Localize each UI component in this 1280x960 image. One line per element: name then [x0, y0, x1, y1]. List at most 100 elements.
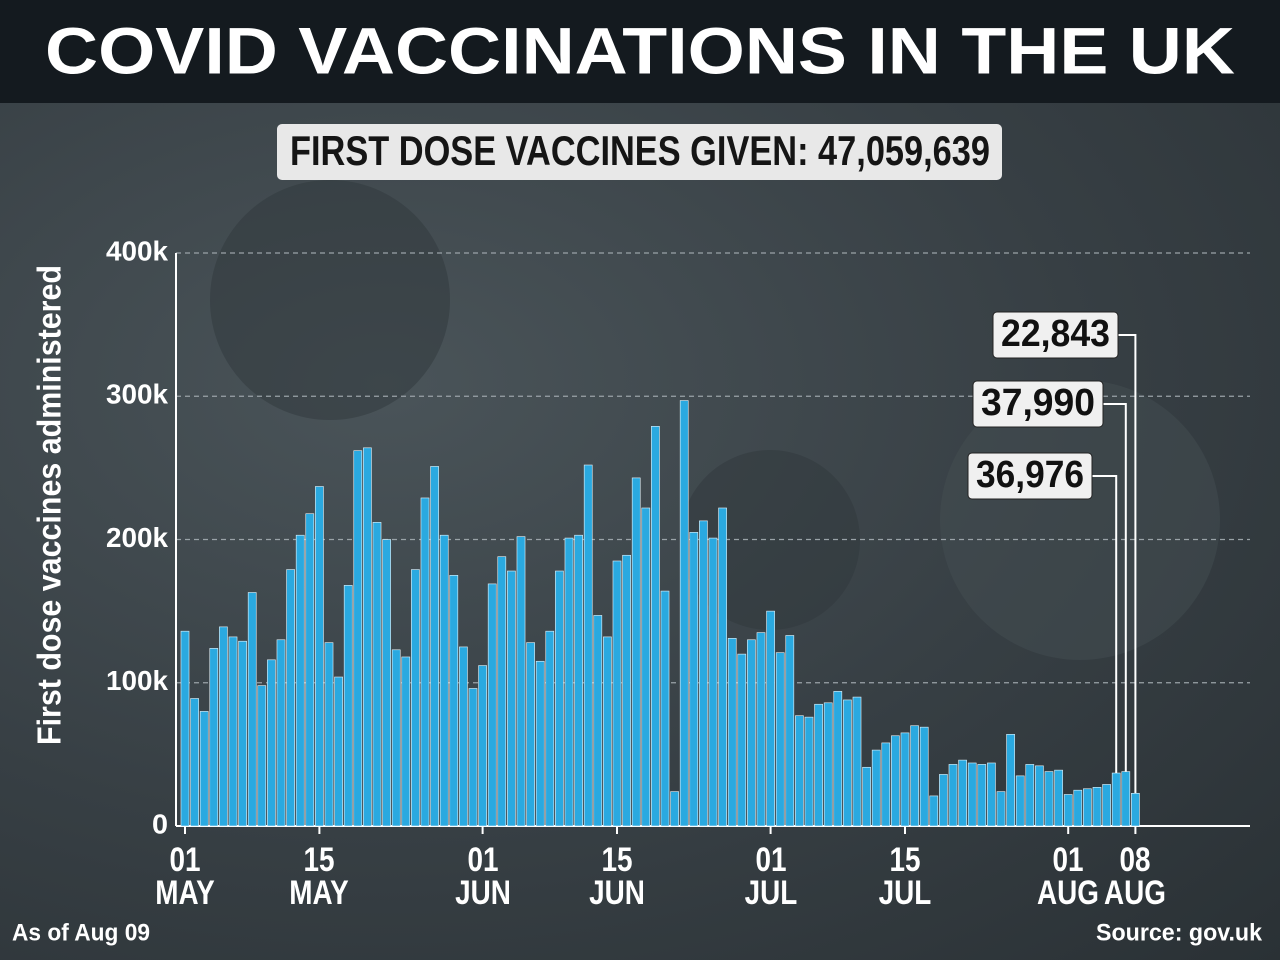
bar: [718, 507, 727, 827]
bar: [1083, 788, 1092, 827]
bar: [910, 725, 919, 827]
bar: [391, 649, 401, 827]
bar: [785, 635, 795, 827]
x-tick-label: 01 AUG: [1037, 841, 1100, 912]
bar: [929, 795, 939, 827]
bar: [382, 539, 391, 827]
note: As of Aug 09: [12, 919, 150, 946]
bar: [526, 642, 535, 827]
bar: [1015, 775, 1025, 827]
bar: [727, 638, 737, 827]
bar: [1102, 784, 1111, 827]
bar: [1121, 771, 1131, 827]
bar: [305, 513, 315, 827]
chart-title: COVID VACCINATIONS IN THE UK: [45, 13, 1235, 87]
source: Source: gov.uk: [1096, 919, 1263, 946]
bar: [420, 497, 430, 827]
bar: [670, 791, 679, 827]
x-tick-label: 15 JUN: [589, 841, 645, 912]
bar: [612, 560, 622, 827]
bar: [363, 447, 372, 827]
bar: [1025, 764, 1035, 827]
callout-box: [972, 380, 1104, 428]
y-tick-label: 200k: [106, 522, 168, 553]
bar: [535, 660, 545, 827]
bar: [315, 486, 324, 827]
bar: [843, 699, 852, 827]
bar: [555, 570, 564, 827]
y-tick-label: 100k: [106, 665, 168, 696]
bar: [631, 477, 641, 827]
bar: [679, 400, 689, 827]
bar: [334, 676, 343, 827]
bar: [1111, 772, 1121, 827]
bar: [295, 534, 305, 827]
bar: [660, 590, 670, 827]
background-virus: [210, 180, 450, 420]
bar: [209, 648, 219, 827]
bar: [1054, 769, 1063, 827]
callout-box: [992, 311, 1119, 359]
y-axis-label: First dose vaccines administered: [31, 265, 68, 745]
bar: [737, 653, 747, 827]
bar: [814, 703, 823, 827]
bar: [583, 464, 593, 827]
bar: [574, 534, 583, 827]
bar: [247, 592, 257, 827]
bar: [919, 726, 929, 827]
bar: [372, 522, 382, 827]
bar: [593, 615, 603, 827]
bar: [852, 696, 862, 827]
bar: [478, 665, 487, 827]
y-tick-label: 300k: [106, 379, 168, 410]
bar: [516, 536, 526, 827]
bar: [1035, 765, 1044, 827]
bar: [689, 532, 699, 827]
bar: [411, 569, 420, 827]
bar: [507, 570, 516, 827]
bar: [756, 632, 766, 827]
bar: [833, 691, 843, 827]
bar: [939, 774, 948, 827]
bar: [401, 656, 411, 827]
callout-box: [967, 452, 1093, 500]
bar: [353, 450, 363, 827]
bar: [967, 762, 977, 827]
bar: [267, 659, 276, 827]
x-tick-label: 01 JUL: [744, 841, 797, 912]
bar: [795, 715, 804, 827]
x-tick-label: 01 JUN: [454, 841, 511, 912]
bar: [708, 537, 718, 827]
bar: [1073, 789, 1083, 827]
subtitle-box: [277, 124, 1002, 180]
bar: [1131, 792, 1140, 827]
data-label: 36,976: [976, 454, 1084, 496]
bar: [958, 759, 967, 827]
callout-line: [1118, 334, 1137, 794]
bar: [199, 711, 209, 827]
bar: [219, 626, 228, 827]
bar: [823, 702, 833, 827]
bar: [977, 764, 987, 827]
bar: [1044, 771, 1054, 827]
bar: [180, 630, 190, 827]
bar: [996, 791, 1006, 827]
bar: [862, 766, 871, 827]
bar: [439, 534, 449, 827]
bar: [430, 466, 439, 827]
bar: [343, 585, 353, 827]
data-label: 22,843: [1001, 313, 1110, 355]
bar: [497, 556, 507, 827]
y-tick-label: 0: [152, 808, 168, 839]
bar: [1006, 734, 1015, 827]
bar: [468, 688, 478, 827]
callout-line: [1103, 403, 1127, 772]
bar: [228, 636, 238, 827]
bar: [871, 749, 881, 827]
bar: [238, 640, 247, 827]
bar: [190, 698, 199, 827]
bar: [286, 569, 295, 827]
x-tick-label: 15 JUL: [878, 841, 932, 912]
bar: [775, 652, 785, 827]
